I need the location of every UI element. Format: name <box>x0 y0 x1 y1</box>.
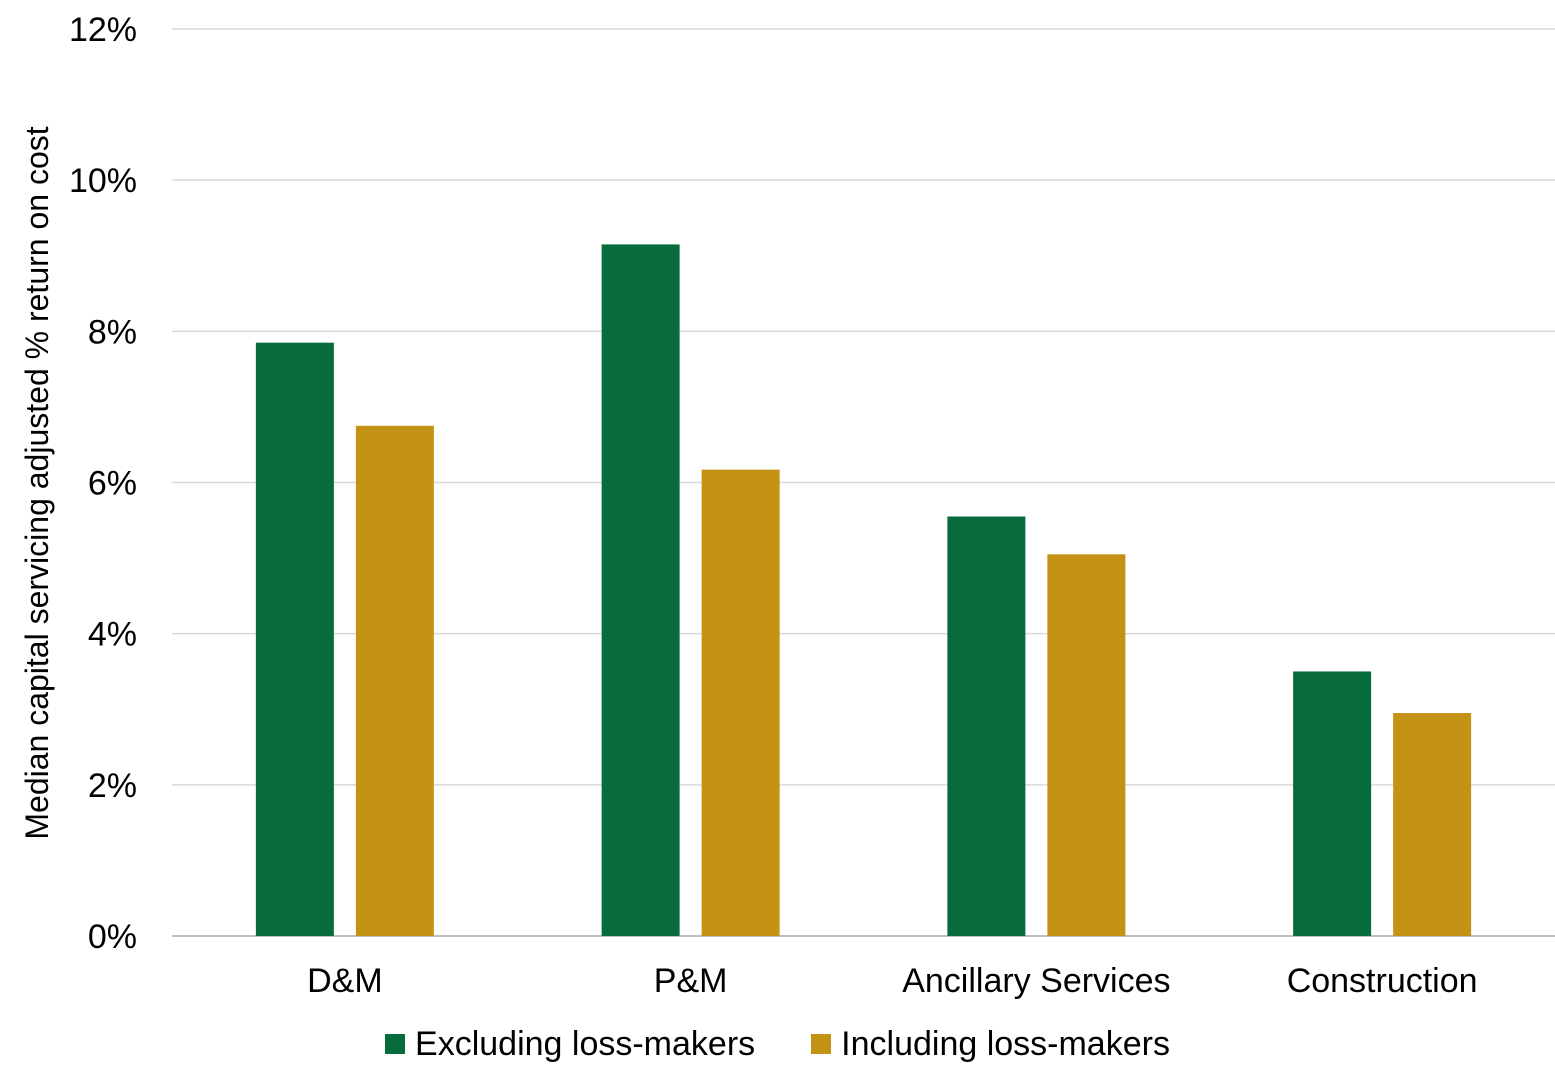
bar-excluding-0 <box>255 342 334 936</box>
y-tick-label: 0% <box>88 918 137 956</box>
y-tick-label: 8% <box>88 313 137 351</box>
bar-chart: 0% 2% 4% 6% 8% 10% 12% D&M P&M Ancillary Service… <box>19 11 1555 1000</box>
legend-swatch-including <box>811 1034 832 1054</box>
bar-including-2 <box>1047 554 1126 936</box>
bar-excluding-1 <box>601 244 680 937</box>
y-axis-ticks: 0% 2% 4% 6% 8% 10% 12% <box>69 11 137 956</box>
x-tick-label: Ancillary Services <box>902 962 1170 1000</box>
bar-including-1 <box>701 469 780 936</box>
y-tick-label: 12% <box>69 11 137 49</box>
legend-label-including: Including loss-makers <box>841 1024 1170 1063</box>
bar-including-3 <box>1393 713 1472 936</box>
legend-swatch-excluding <box>385 1034 406 1054</box>
legend-item-excluding: Excluding loss-makers <box>385 1025 755 1064</box>
legend: Excluding loss-makers Including loss-mak… <box>0 1022 1555 1066</box>
bar-excluding-2 <box>947 516 1026 936</box>
bar-excluding-3 <box>1293 671 1372 936</box>
x-axis-ticks: D&M P&M Ancillary Services Construction <box>307 962 1477 1000</box>
y-tick-label: 2% <box>88 767 137 805</box>
legend-label-excluding: Excluding loss-makers <box>415 1024 756 1063</box>
y-tick-label: 4% <box>88 616 137 654</box>
y-axis-title: Median capital servicing adjusted % retu… <box>19 126 55 839</box>
x-tick-label: Construction <box>1287 962 1478 1000</box>
bar-including-0 <box>355 425 434 936</box>
x-tick-label: D&M <box>307 962 383 1000</box>
x-tick-label: P&M <box>654 962 728 1000</box>
bars <box>255 244 1472 937</box>
y-tick-label: 6% <box>88 465 137 503</box>
legend-item-including: Including loss-makers <box>811 1025 1170 1064</box>
y-tick-label: 10% <box>69 162 137 200</box>
